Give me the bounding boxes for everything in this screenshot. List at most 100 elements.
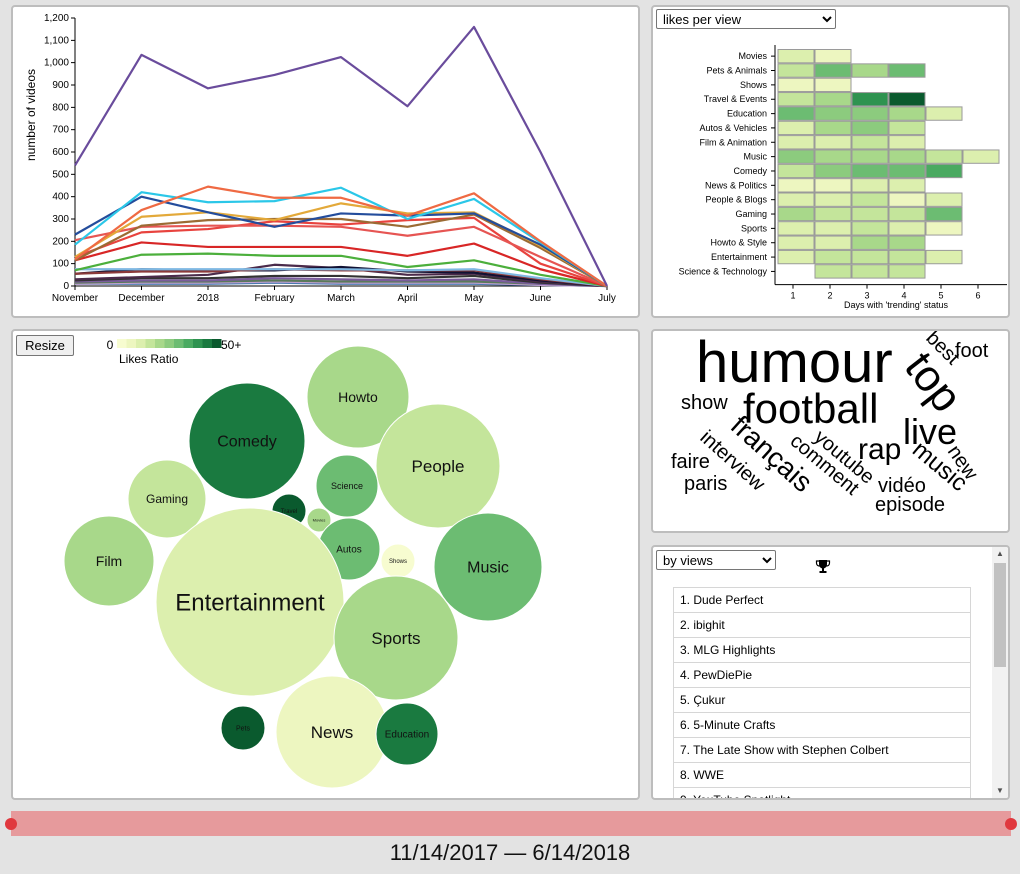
heatmap-cell[interactable]	[777, 163, 815, 179]
heatmap-cell[interactable]	[814, 192, 852, 207]
heatmap-cell[interactable]	[777, 106, 815, 121]
ranking-item[interactable]: 5. Çukur	[673, 688, 971, 713]
heatmap-cell[interactable]	[888, 120, 926, 136]
heatmap-cell[interactable]	[962, 149, 1000, 164]
heatmap-cell[interactable]	[888, 206, 926, 222]
series-line[interactable]	[74, 277, 608, 288]
ranking-item[interactable]: 6. 5-Minute Crafts	[673, 713, 971, 738]
heatmap-cell[interactable]	[888, 92, 926, 107]
ranking-item[interactable]: 9. YouTube Spotlight	[673, 788, 971, 798]
series-line[interactable]	[74, 185, 608, 287]
bubble-science[interactable]	[315, 454, 379, 518]
heatmap-cell[interactable]	[925, 149, 963, 164]
heatmap-cell[interactable]	[888, 135, 926, 150]
heatmap-cell[interactable]	[777, 135, 815, 150]
heatmap-cell[interactable]	[814, 49, 852, 64]
bubble-people[interactable]	[375, 403, 501, 529]
series-line[interactable]	[74, 263, 608, 288]
heatmap-cell[interactable]	[814, 120, 852, 136]
heatmap-cell[interactable]	[777, 178, 815, 193]
heatmap-cell[interactable]	[814, 206, 852, 222]
heatmap-cell[interactable]	[851, 249, 889, 265]
series-line[interactable]	[74, 280, 608, 288]
ranking-item[interactable]: 8. WWE	[673, 763, 971, 788]
heatmap-cell[interactable]	[851, 235, 889, 250]
heatmap-cell[interactable]	[851, 178, 889, 193]
heatmap-cell[interactable]	[888, 106, 926, 121]
heatmap-cell[interactable]	[851, 264, 889, 279]
heatmap-cell[interactable]	[814, 163, 852, 179]
bubble-movies[interactable]	[306, 507, 332, 533]
heatmap-cell[interactable]	[814, 221, 852, 236]
bubble-film[interactable]	[63, 515, 155, 607]
heatmap-cell[interactable]	[814, 135, 852, 150]
bubble-entertainment[interactable]	[155, 507, 345, 697]
heatmap-cell[interactable]	[925, 249, 963, 265]
bubble-comedy[interactable]	[188, 382, 306, 500]
heatmap-cell[interactable]	[814, 77, 852, 93]
heatmap-cell[interactable]	[888, 63, 926, 78]
series-line[interactable]	[74, 252, 608, 288]
heatmap-cell[interactable]	[814, 249, 852, 265]
heatmap-cell[interactable]	[888, 264, 926, 279]
heatmap-cell[interactable]	[888, 178, 926, 193]
heatmap-cell[interactable]	[888, 221, 926, 236]
bubble-howto[interactable]	[306, 345, 410, 449]
bubble-education[interactable]	[375, 702, 439, 766]
heatmap-cell[interactable]	[777, 49, 815, 64]
heatmap-cell[interactable]	[925, 221, 963, 236]
slider-start-handle[interactable]	[5, 818, 17, 830]
scroll-up-arrow-icon[interactable]: ▲	[996, 549, 1004, 558]
scrollbar-thumb[interactable]	[994, 563, 1006, 667]
heatmap-cell[interactable]	[851, 221, 889, 236]
heatmap-cell[interactable]	[851, 149, 889, 164]
heatmap-cell[interactable]	[888, 163, 926, 179]
heatmap-cell[interactable]	[814, 63, 852, 78]
heatmap-cell[interactable]	[888, 249, 926, 265]
heatmap-cell[interactable]	[851, 92, 889, 107]
series-line[interactable]	[74, 25, 608, 287]
bubble-music[interactable]	[433, 512, 543, 622]
heatmap-cell[interactable]	[814, 235, 852, 250]
heatmap-cell[interactable]	[851, 135, 889, 150]
ranking-item[interactable]: 2. ibighit	[673, 613, 971, 638]
series-line[interactable]	[74, 216, 608, 288]
heatmap-cell[interactable]	[777, 206, 815, 222]
heatmap-cell[interactable]	[814, 178, 852, 193]
series-line[interactable]	[74, 224, 608, 288]
resize-button[interactable]: Resize	[16, 335, 74, 356]
series-line[interactable]	[74, 268, 608, 288]
slider-end-handle[interactable]	[1005, 818, 1017, 830]
series-line[interactable]	[74, 274, 608, 288]
series-line[interactable]	[74, 241, 608, 288]
heatmap-cell[interactable]	[851, 206, 889, 222]
series-line[interactable]	[74, 213, 608, 287]
metric-select[interactable]: likes per view	[656, 9, 836, 29]
heatmap-cell[interactable]	[777, 249, 815, 265]
heatmap-cell[interactable]	[851, 163, 889, 179]
heatmap-cell[interactable]	[925, 106, 963, 121]
heatmap-cell[interactable]	[888, 149, 926, 164]
heatmap-cell[interactable]	[888, 235, 926, 250]
ranking-item[interactable]: 3. MLG Highlights	[673, 638, 971, 663]
heatmap-cell[interactable]	[925, 163, 963, 179]
heatmap-cell[interactable]	[851, 120, 889, 136]
bubble-gaming[interactable]	[127, 459, 207, 539]
ranking-select[interactable]: by views	[656, 550, 776, 570]
bubble-pets[interactable]	[220, 705, 266, 751]
heatmap-cell[interactable]	[814, 149, 852, 164]
heatmap-cell[interactable]	[925, 192, 963, 207]
heatmap-cell[interactable]	[777, 192, 815, 207]
heatmap-cell[interactable]	[777, 77, 815, 93]
heatmap-cell[interactable]	[925, 206, 963, 222]
heatmap-cell[interactable]	[814, 106, 852, 121]
heatmap-cell[interactable]	[777, 120, 815, 136]
ranking-item[interactable]: 4. PewDiePie	[673, 663, 971, 688]
heatmap-cell[interactable]	[851, 192, 889, 207]
heatmap-cell[interactable]	[777, 221, 815, 236]
heatmap-cell[interactable]	[888, 192, 926, 207]
heatmap-cell[interactable]	[851, 63, 889, 78]
ranking-item[interactable]: 7. The Late Show with Stephen Colbert	[673, 738, 971, 763]
heatmap-cell[interactable]	[777, 63, 815, 78]
ranking-item[interactable]: 1. Dude Perfect	[673, 587, 971, 613]
